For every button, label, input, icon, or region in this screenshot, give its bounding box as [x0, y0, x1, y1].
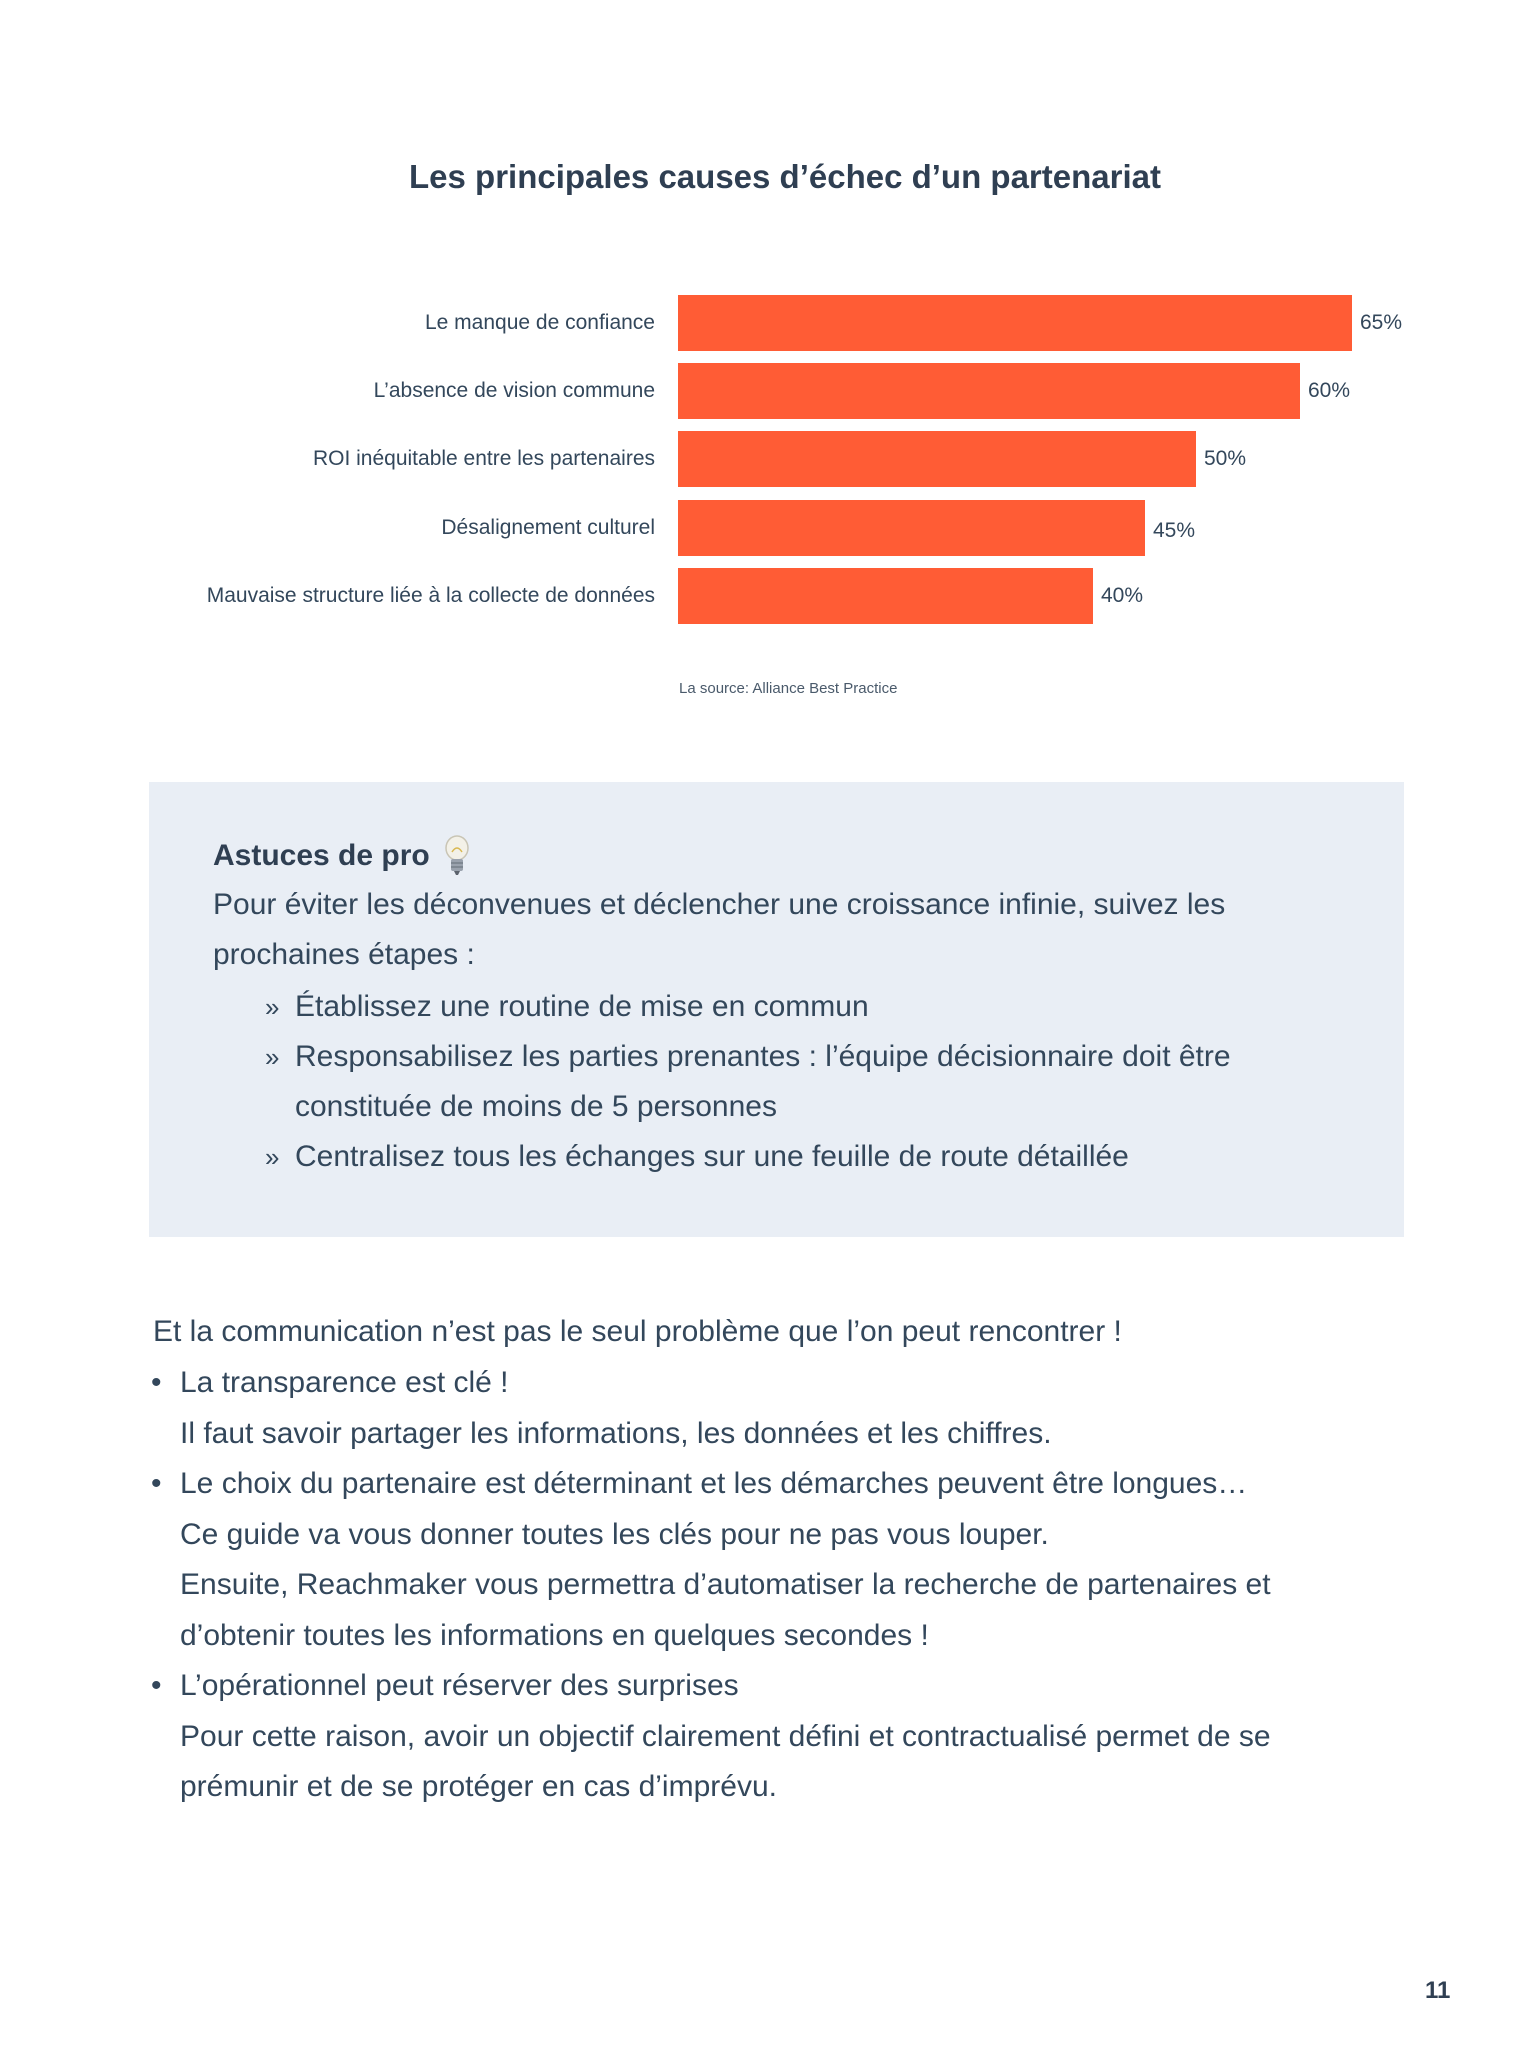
body-list-item: • La transparence est clé ! Il faut savoir… [151, 1358, 1381, 1459]
body-list-item-text: Il faut savoir partager les informations… [180, 1416, 1052, 1450]
bar-value-label: 45% [1153, 519, 1196, 542]
body-intro: Et la communication n’est pas le seul pr… [153, 1315, 1122, 1348]
tips-list-item: » Centralisez tous les échanges sur une f… [265, 1132, 1345, 1182]
bullet-dot: • [151, 1366, 162, 1399]
lightbulb-icon [444, 835, 469, 875]
body-list: • La transparence est clé ! Il faut savoir… [151, 1358, 1381, 1813]
bar-category-label: Le manque de confiance [424, 311, 655, 334]
bullet-arrow: » [265, 1142, 280, 1172]
tips-title-text: Astuces de pro [213, 839, 430, 872]
bar [678, 500, 1145, 556]
bullet-arrow: » [265, 1042, 280, 1072]
body-list-item-text: Ensuite, Reachmaker vous permettra d’aut… [180, 1568, 1271, 1652]
body-list-item-text: Pour cette raison, avoir un objectif cla… [180, 1719, 1271, 1804]
tips-list-item-text: Responsabilisez les parties prenantes : … [295, 1040, 1231, 1123]
bar-value-label: 40% [1101, 584, 1144, 607]
tips-intro: Pour éviter les déconvenues et déclenche… [213, 888, 1226, 971]
bar [678, 295, 1352, 351]
chart-source: La source: Alliance Best Practice [679, 680, 898, 697]
bar-category-label: ROI inéquitable entre les partenaires [312, 447, 655, 470]
body-list-item: • L’opérationnel peut réserver des surpri… [151, 1661, 1381, 1813]
bar-value-label: 65% [1360, 311, 1403, 334]
body-list-item-heading: Le choix du partenaire est déterminant e… [180, 1467, 1248, 1500]
tips-title: Astuces de pro [213, 834, 472, 878]
chart-title: Les principales causes d’échec d’un part… [409, 158, 1161, 195]
bar [678, 363, 1300, 419]
bar [678, 568, 1093, 624]
bar-category-label: Désalignement culturel [441, 516, 655, 539]
body-list-item: • Le choix du partenaire est déterminant … [151, 1459, 1381, 1661]
body-list-item-text: Ce guide va vous donner toutes les clés … [180, 1517, 1049, 1551]
tips-list-item: » Responsabilisez les parties prenantes :… [265, 1032, 1345, 1132]
bullet-dot: • [151, 1669, 162, 1702]
bar-category-label: L’absence de vision commune [373, 379, 655, 402]
bullet-arrow: » [265, 992, 280, 1022]
body-list-item-heading: L’opérationnel peut réserver des surpris… [180, 1669, 739, 1702]
bar-category-label: Mauvaise structure liée à la collecte de… [206, 584, 655, 607]
tips-list-item-text: Établissez une routine de mise en commun [295, 990, 869, 1023]
body-list-item-heading: La transparence est clé ! [180, 1366, 509, 1399]
tips-list-item: » Établissez une routine de mise en commu… [265, 982, 1345, 1032]
bar [678, 431, 1196, 487]
tips-list: » Établissez une routine de mise en commu… [265, 982, 1345, 1182]
bullet-dot: • [151, 1467, 162, 1500]
page-number: 11 [1425, 1977, 1451, 2004]
tips-box [149, 782, 1404, 1237]
bar-value-label: 60% [1308, 379, 1351, 402]
bar-value-label: 50% [1204, 447, 1247, 470]
tips-list-item-text: Centralisez tous les échanges sur une fe… [295, 1140, 1129, 1173]
